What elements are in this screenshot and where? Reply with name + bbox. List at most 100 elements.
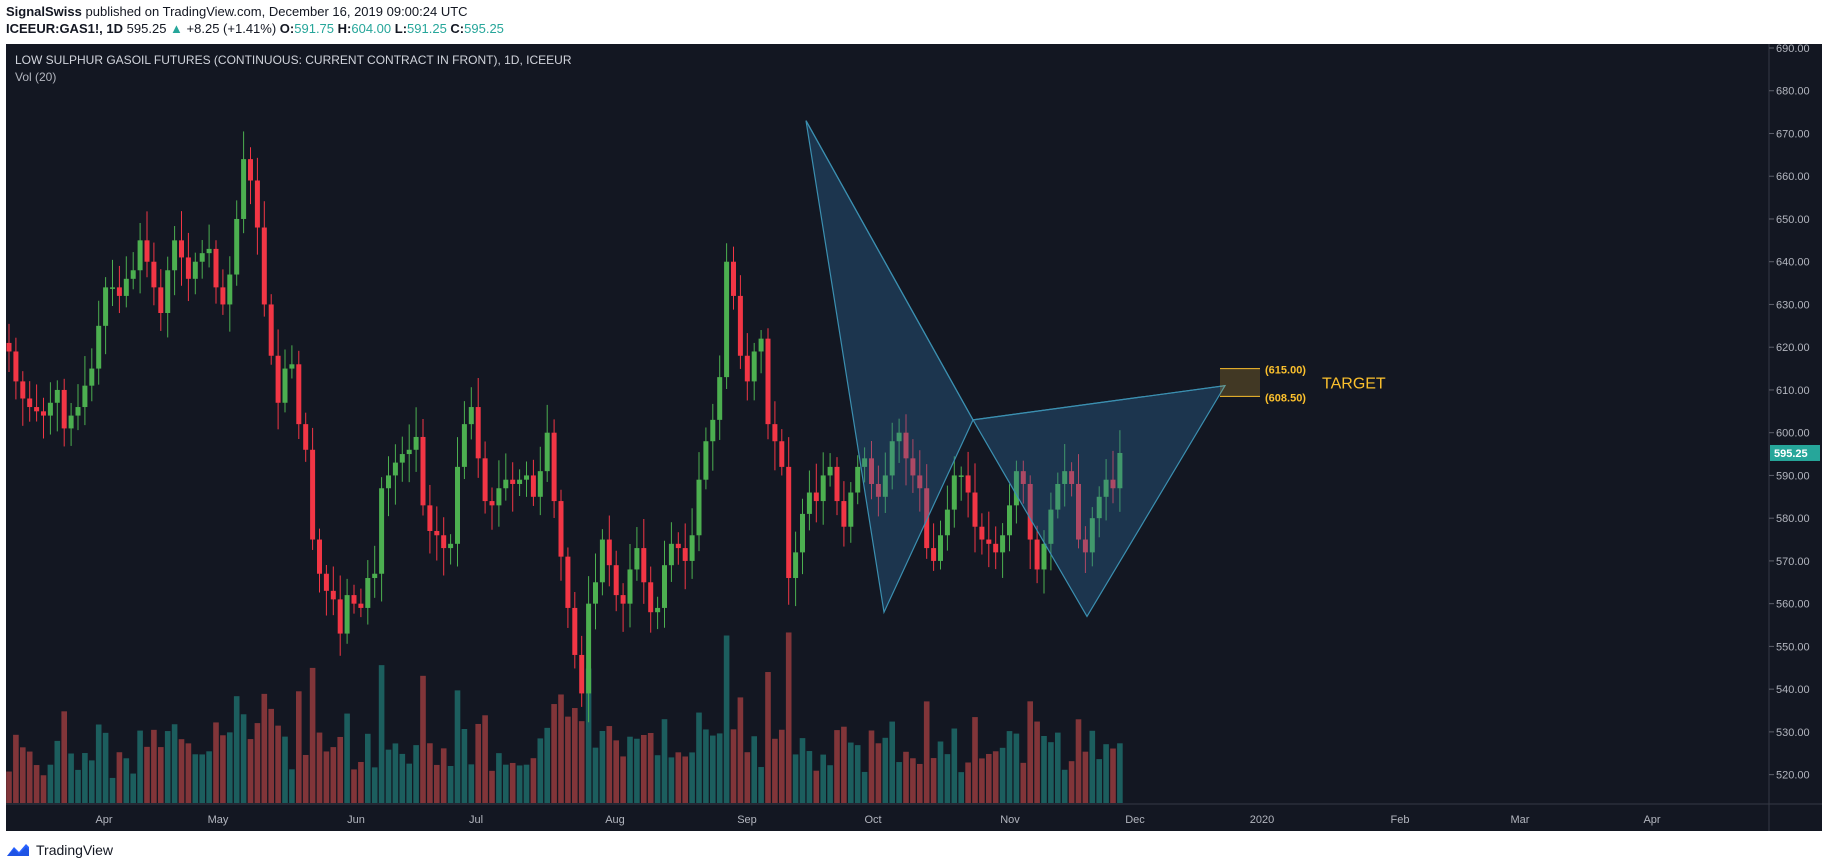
price-tick-label: 530.00 [1776,727,1810,739]
volume-bar [613,740,619,803]
candle-body [806,492,812,514]
candle-body [441,535,447,549]
volume-bar [137,730,143,803]
volume-bar [827,765,833,803]
volume-bar [296,691,302,803]
candle-body [20,381,26,399]
low-label: L: [394,21,408,36]
volume-bar [530,758,537,803]
candle-body [434,530,440,536]
candle-body [744,355,750,382]
candle-body [172,240,178,271]
close-label: C: [450,21,465,36]
time-tick-label: Feb [1391,814,1410,826]
volume-bar [316,732,323,803]
price-tick-label: 620.00 [1776,342,1810,354]
volume-bar [751,736,757,803]
volume-bar [89,760,95,803]
candle-body [330,590,336,600]
candlesticks [6,131,1123,723]
volume-bar [875,743,882,803]
volume-bar [792,754,799,803]
candle-body [579,654,585,694]
target-box[interactable] [1220,368,1260,397]
tradingview-logo-icon [7,844,29,856]
candle-body [889,441,895,476]
volume-bar [489,770,495,803]
ohlc-line: ICEEUR:GAS1!, 1D 595.25 ▲ +8.25 (+1.41%)… [6,21,504,36]
candle-body [675,543,681,549]
footer-brand[interactable]: TradingView [6,840,113,860]
candle-body [875,483,881,497]
candle-body [1103,479,1109,497]
candle-body [82,385,88,408]
volume-bar [33,765,40,803]
candle-body [206,248,212,254]
volume-bar [509,762,516,803]
volume-bar [930,758,937,803]
volume-bar [523,764,530,803]
volume-bar [289,769,295,803]
volume-bar [979,758,985,803]
volume-bar [889,721,895,803]
candle-body [427,505,433,531]
candle-body [268,304,274,356]
candle-body [627,569,633,604]
volume-bar [385,749,392,803]
candle-body [54,389,60,403]
volume-bar [199,754,205,803]
volume-bars [6,632,1123,803]
candle-body [882,475,888,497]
candle-body [254,180,260,228]
candle-body [855,466,861,493]
volume-bar [461,728,468,803]
candle-body [96,325,102,369]
volume-bar [696,712,702,803]
candle-body [179,240,184,258]
price-tick-label: 690.00 [1776,43,1810,55]
volume-bar [910,758,916,803]
candle-body [765,338,771,425]
volume-bar [399,753,406,803]
candle-body [323,573,329,591]
candle-body [413,436,419,450]
harmonic-pattern[interactable] [805,120,1227,618]
volume-bar [275,725,281,803]
candle-body [903,432,909,459]
candle-body [951,475,957,510]
candle-body [779,441,785,467]
volume-bar [68,753,74,803]
price-axis-panel[interactable] [1769,44,1822,831]
candle-body [420,436,426,506]
volume-bar [61,711,67,803]
change-arrow-icon: ▲ [170,21,183,36]
candle-body [793,552,799,579]
volume-bar [254,723,261,803]
high-label: H: [337,21,352,36]
pattern-leg[interactable] [805,120,974,421]
candle-body [634,548,640,570]
candle-body [1007,505,1012,536]
volume-bar [337,736,343,803]
candle-body [227,274,233,305]
chart-title: LOW SULPHUR GASOIL FUTURES (CONTINUOUS: … [15,53,572,67]
volume-bar [47,764,54,803]
candle-body [655,607,661,613]
pattern-leg[interactable] [972,385,1226,421]
volume-bar [986,753,992,803]
candle-body [524,475,529,480]
price-axis: 520.00 530.00 540.00 550.00 560.00 570.00 580.… [1769,43,1820,782]
publisher-name[interactable]: SignalSwiss [6,4,82,19]
price-tick-label: 570.00 [1776,556,1810,568]
time-axis: Apr May Jun Jul Aug Sep Oct Nov Dec 2020 Feb Mar Apr [95,814,1660,826]
candle-body [1117,452,1123,489]
volume-bar [185,743,192,803]
volume-bar [220,735,226,803]
volume-bar [868,730,875,803]
volume-bar [20,747,26,803]
price-tick-label: 640.00 [1776,257,1810,269]
target-zone[interactable]: (615.00) (608.50) TARGET [1220,365,1386,405]
candle-body [641,548,647,583]
time-tick-label: Dec [1125,814,1145,826]
